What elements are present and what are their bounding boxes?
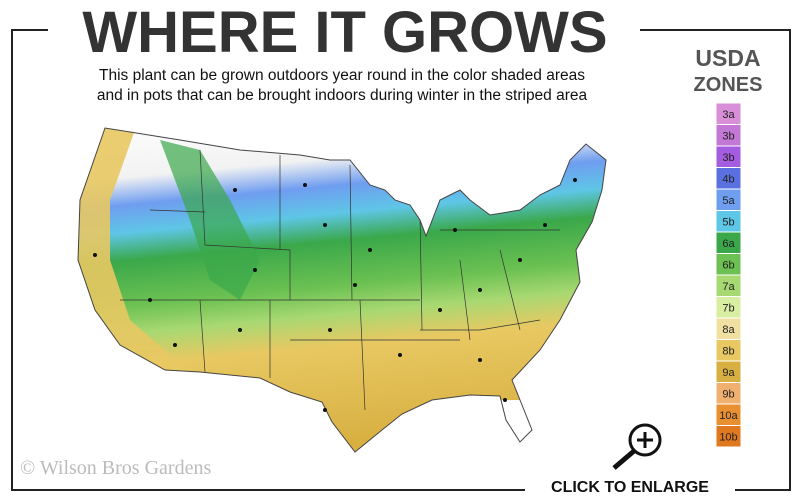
enlarge-button[interactable]: CLICK TO ENLARGE — [551, 479, 709, 496]
zone-label: 9a — [722, 367, 735, 379]
subtitle: and in pots that can be brought indoors … — [97, 87, 588, 104]
zone-label: 8a — [722, 324, 735, 336]
zone-label: 4b — [722, 173, 734, 185]
zone-label: 3b — [722, 152, 734, 164]
zone-label: 7a — [722, 281, 735, 293]
zone-label: 8b — [722, 345, 734, 357]
zone-label: 3b — [722, 130, 734, 142]
zone-label: 6a — [722, 238, 735, 250]
zone-label: 10a — [719, 410, 738, 422]
legend-title: ZONES — [694, 74, 763, 96]
zone-swatch — [715, 425, 742, 448]
legend: USDA ZONES 3a 3b 3b 4b 5a 5b 6a 6b 7a 7b 8a 8b 9a 9b 1… — [694, 45, 763, 448]
legend-title: USDA — [695, 45, 760, 71]
title: WHERE IT GROWS — [82, 0, 607, 65]
zone-label: 7b — [722, 302, 734, 314]
map[interactable] — [70, 120, 615, 460]
zoom-icon[interactable] — [612, 423, 662, 470]
watermark: © Wilson Bros Gardens — [20, 457, 211, 479]
zone-label: 6b — [722, 259, 734, 271]
zone-label: 3a — [722, 109, 735, 121]
zone-label: 5b — [722, 216, 734, 228]
zone-label: 10b — [719, 431, 737, 443]
subtitle: This plant can be grown outdoors year ro… — [99, 67, 585, 84]
frame — [11, 29, 791, 491]
zone-label: 9b — [722, 388, 734, 400]
zone-label: 5a — [722, 195, 735, 207]
